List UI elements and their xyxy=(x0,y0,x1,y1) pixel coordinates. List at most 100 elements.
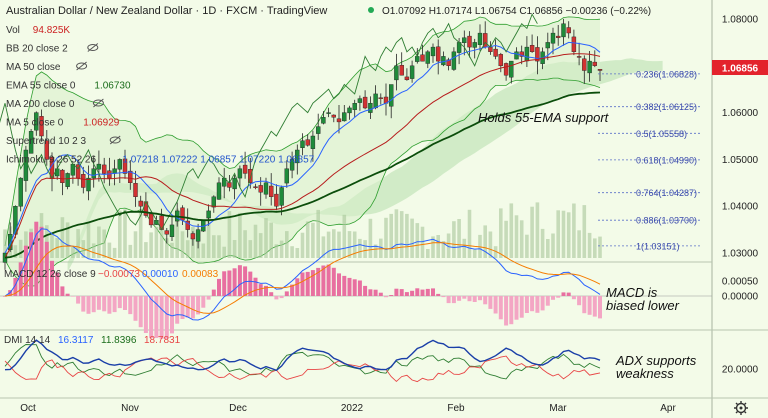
candle-body xyxy=(13,205,18,235)
fib-level-label: 0.618(1.04990) xyxy=(636,155,697,165)
candle-body xyxy=(488,46,493,52)
price-tick-label: 1.04000 xyxy=(722,202,759,213)
volume-bar xyxy=(415,223,420,258)
macd-histogram-bar xyxy=(18,262,23,296)
legend-row-label: MA 50 close xyxy=(6,62,61,73)
volume-bar xyxy=(55,238,59,258)
volume-bar xyxy=(321,236,326,258)
candle-body xyxy=(347,107,352,114)
adx-line xyxy=(4,339,601,372)
legend-row-value: 1.06730 xyxy=(94,81,131,92)
volume-bar xyxy=(243,230,247,258)
macd-histogram-bar xyxy=(509,296,514,325)
candle-body xyxy=(91,168,96,179)
macd-histogram-bar xyxy=(86,296,91,314)
volume-bar xyxy=(394,209,399,258)
candle-body xyxy=(477,32,483,45)
candle-body xyxy=(587,60,592,74)
candle-body xyxy=(101,164,107,174)
macd-histogram-bar xyxy=(556,296,561,298)
candle-body xyxy=(436,46,441,62)
volume-bar xyxy=(138,209,143,258)
legend-row-label: BB 20 close 2 xyxy=(6,44,68,55)
volume-bar xyxy=(65,222,70,258)
last-price-tag xyxy=(712,60,768,75)
macd-histogram-bar xyxy=(284,291,289,296)
candle-body xyxy=(425,51,430,64)
annotation-ema-support: Holds 55-EMA support xyxy=(478,110,610,125)
annotation-macd-line1: MACD is xyxy=(606,285,658,300)
eye-slash-icon-stroke xyxy=(93,98,104,108)
volume-bar xyxy=(76,229,80,258)
volume-bar xyxy=(45,225,49,258)
annotation-macd-line2: biased lower xyxy=(606,298,680,313)
macd-histogram-bar xyxy=(404,292,409,296)
macd-histogram-bar xyxy=(373,289,378,296)
volume-bar xyxy=(18,239,23,258)
macd-histogram-bar xyxy=(232,268,237,296)
volume-bar xyxy=(593,238,597,258)
macd-legend-hist: −0.00073 xyxy=(98,269,140,280)
candle-body xyxy=(394,65,399,81)
volume-bar xyxy=(457,219,461,258)
candle-body xyxy=(529,45,535,53)
candle-body xyxy=(164,230,170,235)
volume-bar xyxy=(446,233,451,258)
gear-icon[interactable] xyxy=(734,401,748,415)
macd-histogram-bar xyxy=(65,293,70,296)
macd-histogram-bar xyxy=(483,296,488,305)
macd-legend-signal: 0.00083 xyxy=(182,269,219,280)
macd-histogram-bar xyxy=(420,289,425,296)
legend-row-label: Supertrend 10 2 3 xyxy=(6,136,86,147)
volume-bar xyxy=(556,210,560,258)
macd-histogram-bar xyxy=(571,296,576,300)
candle-body xyxy=(336,118,342,123)
candle-body xyxy=(96,163,102,170)
volume-bar xyxy=(13,245,18,258)
volume-bar xyxy=(509,203,514,258)
macd-histogram-bar xyxy=(347,277,352,296)
candle-body xyxy=(430,46,436,57)
volume-bar xyxy=(118,210,122,258)
candle-body xyxy=(310,135,316,149)
candle-body xyxy=(216,182,222,200)
candle-body xyxy=(55,168,60,177)
eye-slash-icon-shape xyxy=(87,44,99,51)
macd-histogram-bar xyxy=(96,296,101,310)
volume-bar xyxy=(264,218,268,258)
volume-bar xyxy=(598,236,602,258)
candle-body xyxy=(545,42,550,49)
candle-body xyxy=(362,96,368,109)
candle-body xyxy=(556,35,561,38)
candle-body xyxy=(18,177,23,207)
candle-body xyxy=(404,76,410,81)
time-tick-label: Dec xyxy=(229,403,247,414)
volume-bar xyxy=(410,218,414,258)
macd-histogram-bar xyxy=(540,296,545,311)
candle-body xyxy=(284,168,289,184)
macd-histogram-bar xyxy=(478,296,482,301)
macd-histogram-bar xyxy=(457,296,462,301)
macd-histogram-bar xyxy=(472,296,477,302)
volume-bar xyxy=(488,231,493,258)
legend-row-label: EMA 55 close 0 xyxy=(6,81,76,92)
candle-body xyxy=(446,59,451,66)
price-tick-label: 1.08000 xyxy=(722,15,759,26)
macd-histogram-bar xyxy=(60,286,65,296)
macd-tick-label: 0.00000 xyxy=(722,292,759,303)
macd-histogram-bar xyxy=(258,284,263,296)
eye-slash-icon-shape xyxy=(109,136,121,144)
volume-bar xyxy=(420,226,425,258)
symbol-title: Australian Dollar / New Zealand Dollar ·… xyxy=(6,5,327,17)
macd-histogram-bar xyxy=(415,288,420,296)
macd-histogram-bar xyxy=(143,296,148,333)
eye-slash-icon-stroke xyxy=(87,43,99,52)
candle-body xyxy=(300,140,305,148)
macd-histogram-bar xyxy=(504,296,509,326)
macd-histogram-bar xyxy=(253,277,258,296)
time-tick-label: Apr xyxy=(660,403,676,414)
candle-body xyxy=(305,139,310,146)
candle-body xyxy=(248,168,253,183)
volume-bar xyxy=(587,232,592,258)
